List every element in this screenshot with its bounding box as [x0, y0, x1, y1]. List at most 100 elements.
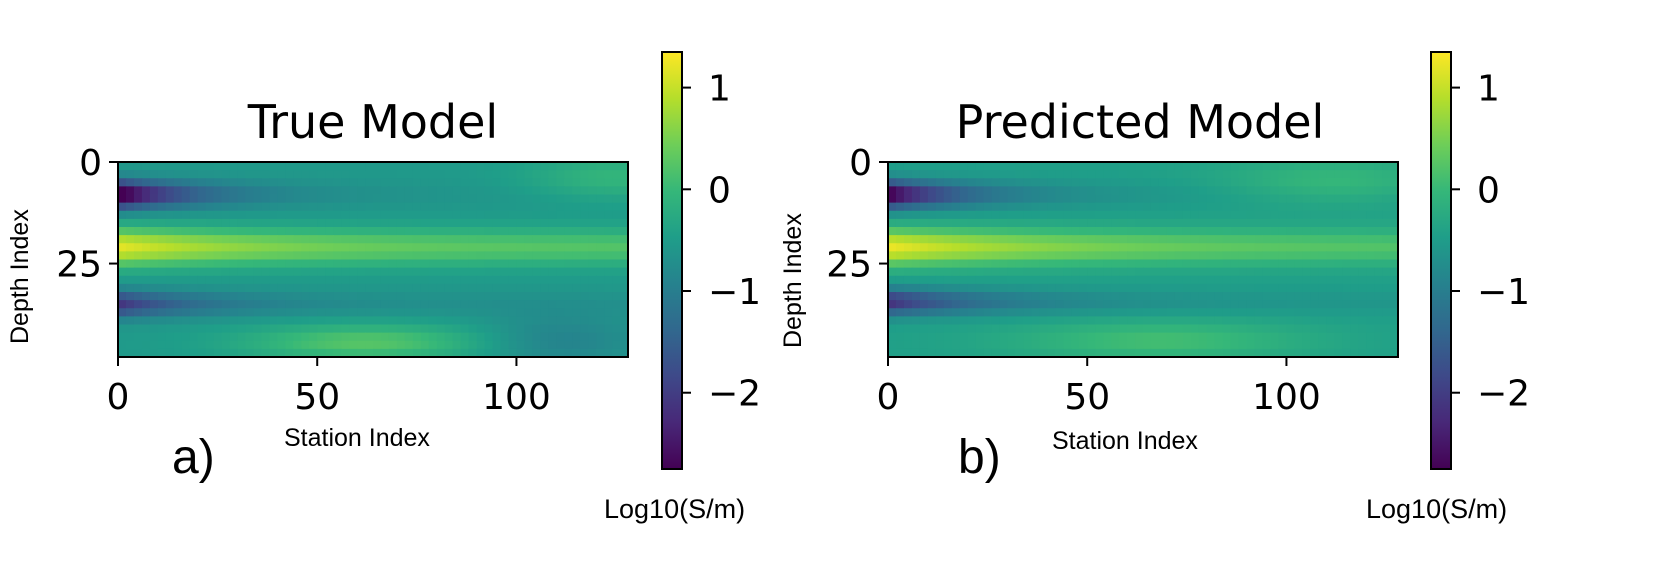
- heatmap-cell: [1143, 340, 1152, 350]
- heatmap-cell: [173, 316, 183, 326]
- heatmap-cell: [157, 243, 167, 252]
- heatmap-cell: [895, 251, 905, 261]
- heatmap-cell: [612, 170, 621, 179]
- heatmap-cell: [1294, 292, 1303, 301]
- heatmap-cell: [540, 243, 549, 252]
- heatmap-cell: [1135, 235, 1144, 244]
- heatmap-cell: [1103, 162, 1112, 171]
- heatmap-cell: [1294, 348, 1303, 358]
- heatmap-cell: [301, 308, 310, 317]
- heatmap-cell: [903, 324, 913, 334]
- heatmap-cell: [141, 210, 151, 220]
- heatmap-cell: [373, 340, 382, 350]
- heatmap-cell: [380, 202, 390, 212]
- plot-frame: [887, 161, 1399, 358]
- heatmap-cell: [444, 275, 454, 285]
- heatmap-cell: [548, 259, 557, 269]
- heatmap-cell: [1079, 194, 1088, 204]
- heatmap-cell: [1278, 170, 1288, 179]
- heatmap-cell: [1294, 267, 1303, 277]
- heatmap-cell: [492, 292, 502, 301]
- heatmap-cell: [888, 218, 897, 228]
- heatmap-cell: [133, 340, 143, 350]
- heatmap-cell: [588, 275, 597, 285]
- heatmap-cell: [548, 332, 557, 342]
- heatmap-cell: [125, 283, 135, 293]
- heatmap-cell: [1246, 340, 1256, 350]
- heatmap-cell: [357, 186, 366, 196]
- heatmap-cell: [612, 178, 621, 187]
- heatmap-cell: [1286, 186, 1296, 196]
- heatmap-cell: [524, 186, 533, 196]
- heatmap-cell: [1366, 332, 1375, 342]
- heatmap-cell: [1143, 227, 1152, 236]
- heatmap-cell: [1182, 348, 1192, 358]
- heatmap-cell: [919, 316, 929, 326]
- heatmap-cell: [588, 251, 597, 261]
- heatmap-cell: [133, 348, 143, 358]
- heatmap-cell: [293, 259, 302, 269]
- heatmap-cell: [1007, 267, 1017, 277]
- heatmap-cell: [1342, 218, 1351, 228]
- heatmap-cell: [118, 308, 127, 317]
- heatmap-cell: [269, 324, 278, 334]
- heatmap-cell: [951, 227, 961, 236]
- heatmap-cell: [1350, 251, 1359, 261]
- heatmap-cell: [588, 324, 597, 334]
- heatmap-cell: [325, 259, 334, 269]
- heatmap-cell: [1262, 275, 1272, 285]
- heatmap-cell: [1318, 218, 1327, 228]
- heatmap-cell: [1143, 275, 1152, 285]
- heatmap-cell: [1015, 243, 1025, 252]
- heatmap-cell: [189, 243, 199, 252]
- heatmap-cell: [229, 348, 239, 358]
- heatmap-cell: [1150, 251, 1160, 261]
- heatmap-cell: [1079, 210, 1088, 220]
- heatmap-cell: [1230, 283, 1240, 293]
- heatmap-cell: [911, 300, 921, 309]
- heatmap-cell: [1302, 348, 1311, 358]
- heatmap-cell: [588, 308, 597, 317]
- heatmap-cell: [1294, 162, 1303, 171]
- heatmap-cell: [325, 210, 334, 220]
- heatmap-cell: [373, 243, 382, 252]
- heatmap-cell: [516, 194, 526, 204]
- heatmap-cell: [919, 227, 929, 236]
- heatmap-cell: [205, 316, 215, 326]
- heatmap-cell: [983, 162, 993, 171]
- heatmap-cell: [596, 178, 605, 187]
- heatmap-cell: [365, 283, 374, 293]
- heatmap-cell: [967, 170, 977, 179]
- heatmap-cell: [1366, 348, 1375, 358]
- heatmap-cell: [1039, 178, 1048, 187]
- heatmap-cell: [927, 267, 937, 277]
- heatmap-cell: [205, 227, 215, 236]
- heatmap-cell: [468, 275, 478, 285]
- heatmap-cell: [1254, 162, 1264, 171]
- heatmap-cell: [524, 243, 533, 252]
- heatmap-cell: [133, 194, 143, 204]
- heatmap-cell: [317, 251, 326, 261]
- heatmap-cell: [588, 332, 597, 342]
- heatmap-cell: [556, 170, 565, 179]
- heatmap-cell: [1055, 186, 1064, 196]
- heatmap-cell: [1198, 259, 1208, 269]
- heatmap-cell: [197, 348, 207, 358]
- heatmap-cell: [911, 162, 921, 171]
- heatmap-cell: [197, 227, 207, 236]
- heatmap-cell: [1286, 292, 1296, 301]
- heatmap-cell: [1111, 162, 1120, 171]
- heatmap-cell: [388, 332, 398, 342]
- heatmap-cell: [452, 283, 462, 293]
- heatmap-cell: [229, 300, 239, 309]
- heatmap-cell: [229, 275, 239, 285]
- heatmap-cell: [532, 243, 541, 252]
- heatmap-cell: [165, 267, 175, 277]
- heatmap-cell: [436, 275, 446, 285]
- heatmap-cell: [1174, 332, 1184, 342]
- heatmap-cell: [1246, 202, 1256, 212]
- heatmap-cell: [1182, 308, 1192, 317]
- heatmap-cell: [975, 178, 985, 187]
- heatmap-cell: [1246, 267, 1256, 277]
- heatmap-cell: [1135, 178, 1144, 187]
